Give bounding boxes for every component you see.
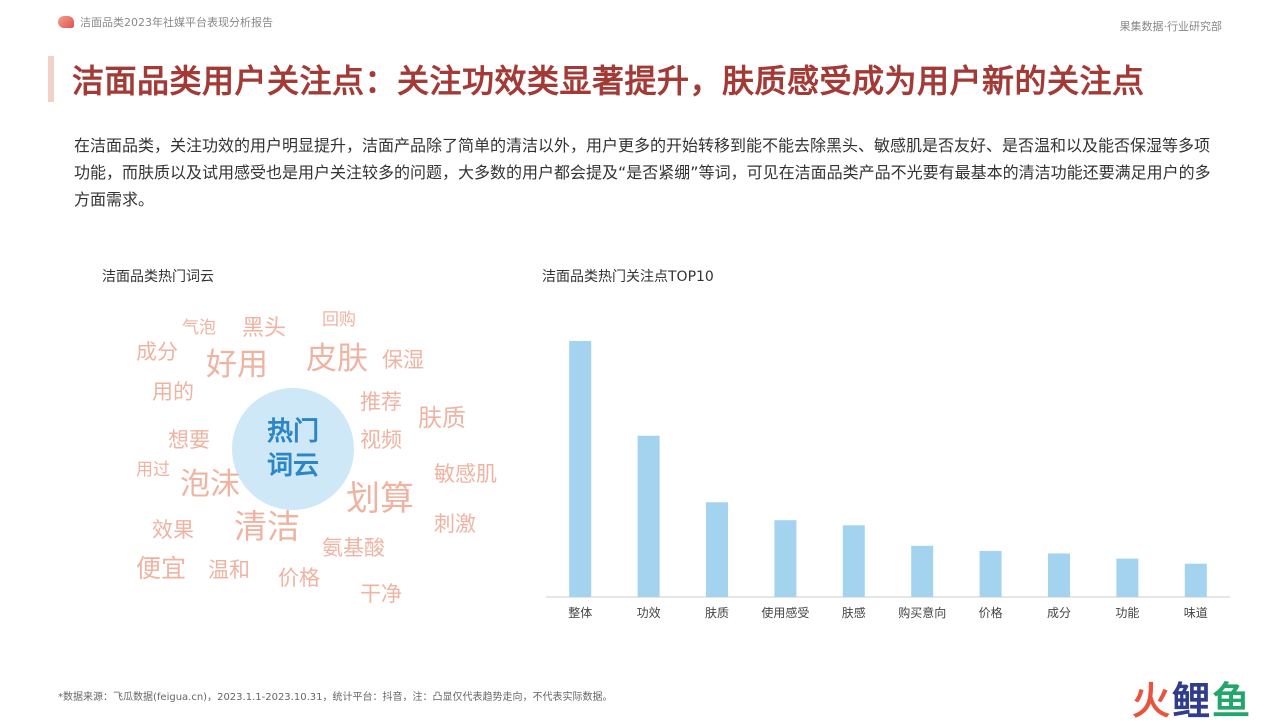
wordcloud-title: 洁面品类热门词云 bbox=[102, 269, 214, 285]
cloud-word: 划算 bbox=[346, 479, 414, 519]
cloud-word: 泡沫 bbox=[180, 467, 240, 502]
x-tick-label: 功效 bbox=[637, 605, 661, 620]
cloud-word: 价格 bbox=[278, 566, 320, 590]
cloud-word: 视频 bbox=[360, 428, 402, 452]
bar-5 bbox=[911, 545, 934, 597]
cloud-word: 保湿 bbox=[382, 348, 424, 372]
bar-8 bbox=[1116, 558, 1139, 597]
bar-0 bbox=[569, 341, 592, 597]
cloud-word: 温和 bbox=[208, 558, 250, 582]
report-title: 洁面品类2023年社媒平台表现分析报告 bbox=[80, 16, 273, 29]
brand-char: 火 bbox=[1131, 679, 1172, 723]
x-tick-label: 肤质 bbox=[705, 605, 729, 620]
bar-9 bbox=[1184, 563, 1207, 597]
cloud-word: 氨基酸 bbox=[322, 536, 385, 560]
x-tick-label: 味道 bbox=[1184, 606, 1208, 620]
cloud-word: 成分 bbox=[136, 340, 178, 364]
word-cloud: 热门词云 气泡 黑头 回购 成分 好用 皮肤 保湿 用的 推荐 肤质 想要 视频… bbox=[120, 300, 520, 620]
x-tick-label: 购买意向 bbox=[898, 605, 946, 620]
bar-2 bbox=[706, 502, 728, 597]
brand-watermark: 火 鲤 鱼 bbox=[1132, 670, 1252, 725]
wordcloud-center-label: 热门词云 bbox=[266, 417, 319, 481]
cloud-word: 想要 bbox=[168, 428, 210, 452]
cloud-word: 皮肤 bbox=[306, 341, 368, 377]
page-headline: 洁面品类用户关注点：关注功效类显著提升，肤质感受成为用户新的关注点 bbox=[72, 62, 1145, 100]
cloud-word: 用过 bbox=[136, 460, 170, 480]
bar-1 bbox=[637, 435, 660, 597]
cloud-word: 气泡 bbox=[182, 318, 216, 338]
cloud-word: 推荐 bbox=[360, 390, 402, 414]
x-tick-label: 使用感受 bbox=[761, 605, 809, 620]
cloud-word: 干净 bbox=[360, 582, 402, 606]
cloud-word: 效果 bbox=[152, 518, 194, 542]
data-source-note: *数据来源：飞瓜数据(feigua.cn)，2023.1.1-2023.10.3… bbox=[58, 692, 613, 703]
cloud-word: 好用 bbox=[206, 347, 268, 383]
x-tick-label: 肤感 bbox=[842, 605, 866, 620]
chart-title: 洁面品类热门关注点TOP10 bbox=[542, 269, 714, 285]
x-tick-label: 价格 bbox=[979, 605, 1003, 620]
cloud-word: 肤质 bbox=[418, 404, 466, 432]
report-header: 洁面品类2023年社媒平台表现分析报告 bbox=[58, 14, 273, 30]
headline-accent-bar bbox=[48, 56, 54, 102]
cloud-word: 清洁 bbox=[234, 507, 300, 546]
brand-char: 鱼 bbox=[1211, 679, 1252, 723]
cloud-word: 刺激 bbox=[434, 512, 476, 536]
x-tick-label: 功能 bbox=[1115, 606, 1139, 620]
bar-7 bbox=[1048, 553, 1070, 597]
intro-paragraph: 在洁面品类，关注功效的用户明显提升，洁面产品除了简单的清洁以外，用户更多的开始转… bbox=[74, 136, 1211, 209]
x-tick-label: 整体 bbox=[568, 605, 592, 620]
cloud-word: 用的 bbox=[152, 380, 194, 404]
cloud-word: 黑头 bbox=[242, 316, 287, 341]
top10-bar-chart: 整体 功效 肤质 使用感受 肤感 购买意向 价格 成分 功能 味道 bbox=[546, 341, 1230, 620]
brand-char: 鲤 bbox=[1171, 679, 1212, 723]
bar-3 bbox=[774, 520, 797, 597]
bar-4 bbox=[842, 525, 865, 597]
cloud-word: 便宜 bbox=[136, 554, 187, 583]
org-name: 果集数据·行业研究部 bbox=[1119, 20, 1223, 33]
report-logo-icon bbox=[58, 16, 74, 28]
cloud-word: 回购 bbox=[322, 310, 356, 330]
bar-6 bbox=[979, 550, 1002, 597]
wordcloud-center-badge: 热门词云 bbox=[232, 388, 354, 510]
cloud-word: 敏感肌 bbox=[434, 462, 497, 486]
x-tick-label: 成分 bbox=[1047, 606, 1071, 620]
